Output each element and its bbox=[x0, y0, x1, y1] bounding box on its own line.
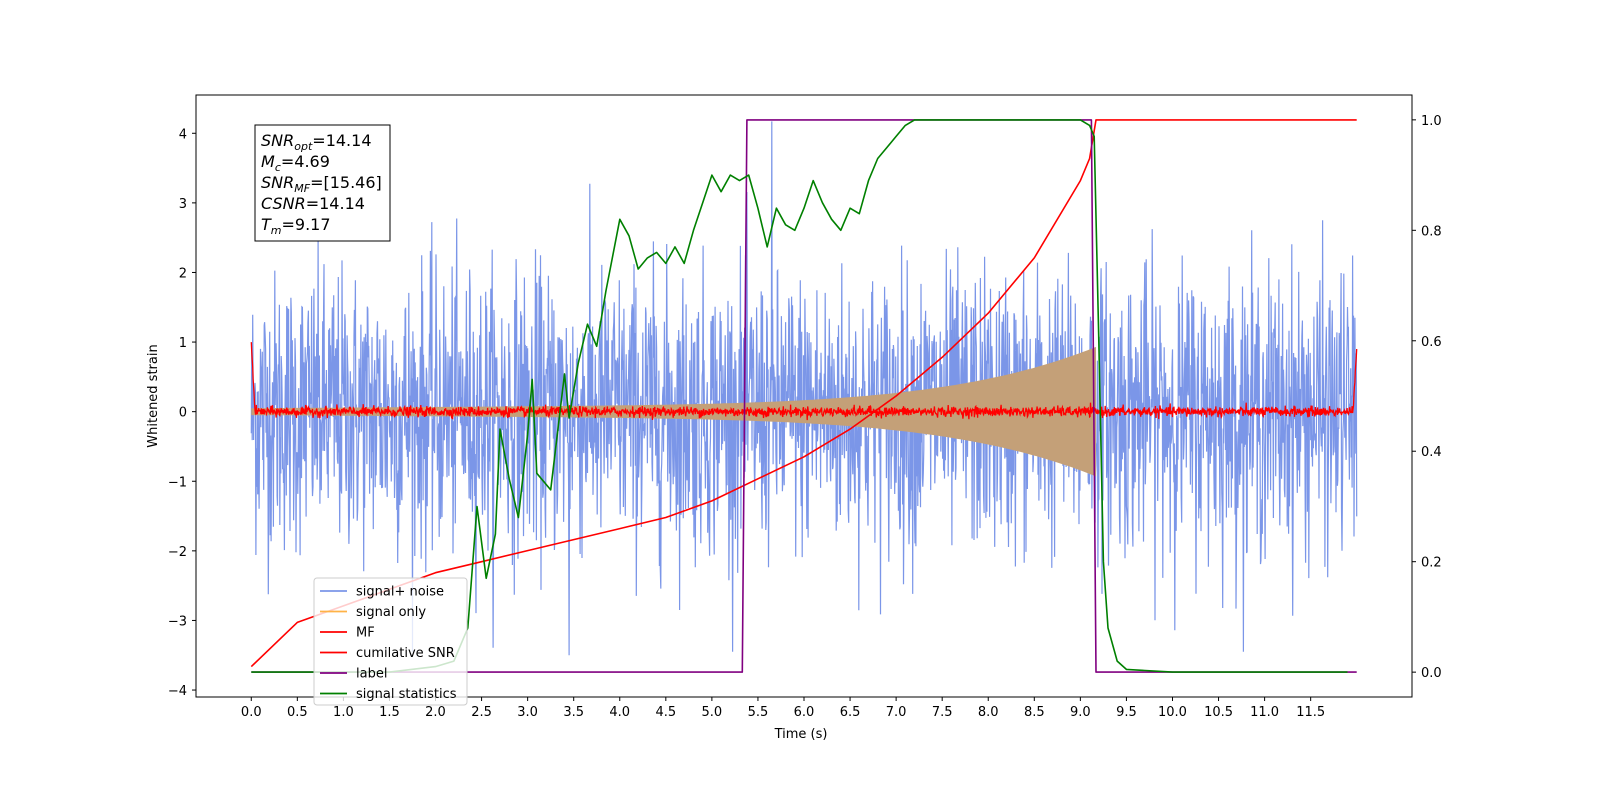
x-tick-label: 5.5 bbox=[748, 705, 769, 720]
x-tick-label: 8.0 bbox=[978, 705, 999, 720]
y-tick-label: −4 bbox=[168, 684, 187, 699]
y-tick-label: −3 bbox=[168, 614, 187, 629]
x-tick-label: 10.5 bbox=[1204, 705, 1233, 720]
y-right-tick-label: 0.0 bbox=[1421, 666, 1442, 681]
x-tick-label: 11.0 bbox=[1250, 705, 1279, 720]
legend-label: label bbox=[356, 667, 387, 682]
y-right-tick-label: 0.8 bbox=[1421, 224, 1442, 239]
x-tick-label: 5.0 bbox=[702, 705, 723, 720]
y-axis-label: Whitened strain bbox=[146, 344, 161, 447]
annotation-frame bbox=[254, 124, 391, 242]
x-tick-label: 4.5 bbox=[655, 705, 676, 720]
x-tick-label: 11.5 bbox=[1296, 705, 1325, 720]
annotation-line: SNRMF=[15.46] bbox=[261, 173, 382, 195]
x-axis-label: Time (s) bbox=[774, 727, 828, 742]
axes-layer: 0.0 0.5 1.0 1.5 2.0 2.5 3.0 3.5 4.0 4.5 5.0 5.5 6.0 6… bbox=[168, 114, 1442, 720]
series-cumulative-snr bbox=[250, 119, 1357, 668]
y-tick-label: −1 bbox=[168, 475, 187, 490]
annotation-line: Mc=4.69 bbox=[261, 152, 330, 174]
x-tick-label: 1.0 bbox=[333, 705, 354, 720]
y-right-tick-label: 1.0 bbox=[1421, 114, 1442, 129]
annotation-line: CSNR=14.14 bbox=[261, 194, 365, 213]
y-tick-label: 2 bbox=[179, 266, 187, 281]
x-tick-label: 7.0 bbox=[886, 705, 907, 720]
x-tick-label: 10.0 bbox=[1158, 705, 1187, 720]
legend-label: MF bbox=[356, 626, 375, 641]
legend: signal+ noise signal only MF cumilative SNR… bbox=[313, 577, 468, 706]
x-tick-label: 4.0 bbox=[609, 705, 630, 720]
x-tick-label: 3.0 bbox=[517, 705, 538, 720]
x-tick-label: 6.0 bbox=[794, 705, 815, 720]
series-signal-statistics bbox=[251, 119, 1348, 673]
annotation-line: Tm=9.17 bbox=[261, 215, 331, 237]
y-tick-label: 0 bbox=[179, 406, 187, 421]
legend-label: signal+ noise bbox=[356, 585, 444, 600]
x-tick-label: 2.5 bbox=[471, 705, 492, 720]
x-tick-label: 9.5 bbox=[1116, 705, 1137, 720]
y-tick-label: −2 bbox=[168, 545, 187, 560]
x-tick-label: 9.0 bbox=[1070, 705, 1091, 720]
x-tick-label: 7.5 bbox=[932, 705, 953, 720]
legend-frame bbox=[313, 577, 468, 706]
y-tick-label: 4 bbox=[179, 127, 187, 142]
y-tick-label: 1 bbox=[179, 336, 187, 351]
x-tick-label: 2.0 bbox=[425, 705, 446, 720]
legend-label: signal statistics bbox=[356, 687, 457, 702]
y-right-tick-label: 0.6 bbox=[1421, 335, 1442, 350]
x-tick-label: 6.5 bbox=[840, 705, 861, 720]
legend-label: signal only bbox=[356, 605, 426, 620]
series-layer bbox=[250, 119, 1358, 673]
legend-label: cumilative SNR bbox=[356, 646, 455, 661]
y-right-tick-label: 0.4 bbox=[1421, 445, 1442, 460]
y-tick-label: 3 bbox=[179, 197, 187, 212]
annotation-box: SNRopt=14.14Mc=4.69SNRMF=[15.46]CSNR=14.… bbox=[254, 124, 391, 242]
x-tick-label: 8.5 bbox=[1024, 705, 1045, 720]
x-tick-label: 0.0 bbox=[241, 705, 262, 720]
x-tick-label: 1.5 bbox=[379, 705, 400, 720]
series-mf bbox=[250, 342, 1358, 421]
x-tick-label: 3.5 bbox=[563, 705, 584, 720]
y-right-tick-label: 0.2 bbox=[1421, 556, 1442, 571]
x-tick-label: 0.5 bbox=[287, 705, 308, 720]
annotation-line: SNRopt=14.14 bbox=[261, 131, 372, 153]
